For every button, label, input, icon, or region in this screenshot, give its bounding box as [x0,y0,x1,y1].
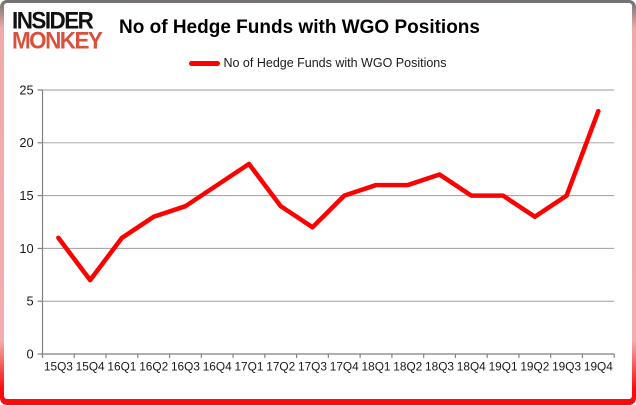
x-axis-label: 16Q4 [203,361,232,374]
logo-text-monkey: MONKEY [12,26,103,54]
x-axis-label: 18Q1 [362,361,391,374]
y-axis-label: 5 [26,294,33,309]
y-axis-label: 10 [19,241,33,256]
legend-label: No of Hedge Funds with WGO Positions [223,56,447,70]
y-axis-label: 25 [19,82,33,97]
chart-panel: INSIDER MONKEY No of Hedge Funds with WG… [4,3,632,399]
x-axis-label: 15Q3 [44,361,73,374]
y-axis-label: 20 [19,135,33,150]
y-axis-label: 0 [26,346,33,361]
chart-title: No of Hedge Funds with WGO Positions [119,17,480,38]
legend-line-swatch [189,60,221,66]
x-axis-label: 18Q4 [457,361,486,374]
x-axis-label: 18Q3 [425,361,454,374]
x-axis-label: 17Q1 [234,361,263,374]
x-axis-label: 16Q3 [171,361,200,374]
y-axis-label: 15 [19,188,33,203]
x-axis-label: 19Q2 [520,361,549,374]
x-axis-label: 15Q4 [76,361,105,374]
series-line [56,108,601,283]
x-axis-label: 16Q1 [107,361,136,374]
x-axis-label: 19Q3 [552,361,581,374]
x-axis-label: 19Q4 [584,361,613,374]
legend: No of Hedge Funds with WGO Positions [4,56,632,70]
x-axis-label: 17Q4 [330,361,359,374]
x-axis-label: 18Q2 [393,361,422,374]
x-axis-label: 19Q1 [489,361,518,374]
x-axis-label: 17Q3 [298,361,327,374]
x-axis-label: 16Q2 [139,361,168,374]
x-axis-label: 17Q2 [266,361,295,374]
insider-monkey-logo: INSIDER MONKEY [12,6,103,54]
logo-text-insider: INSIDER [12,6,94,34]
